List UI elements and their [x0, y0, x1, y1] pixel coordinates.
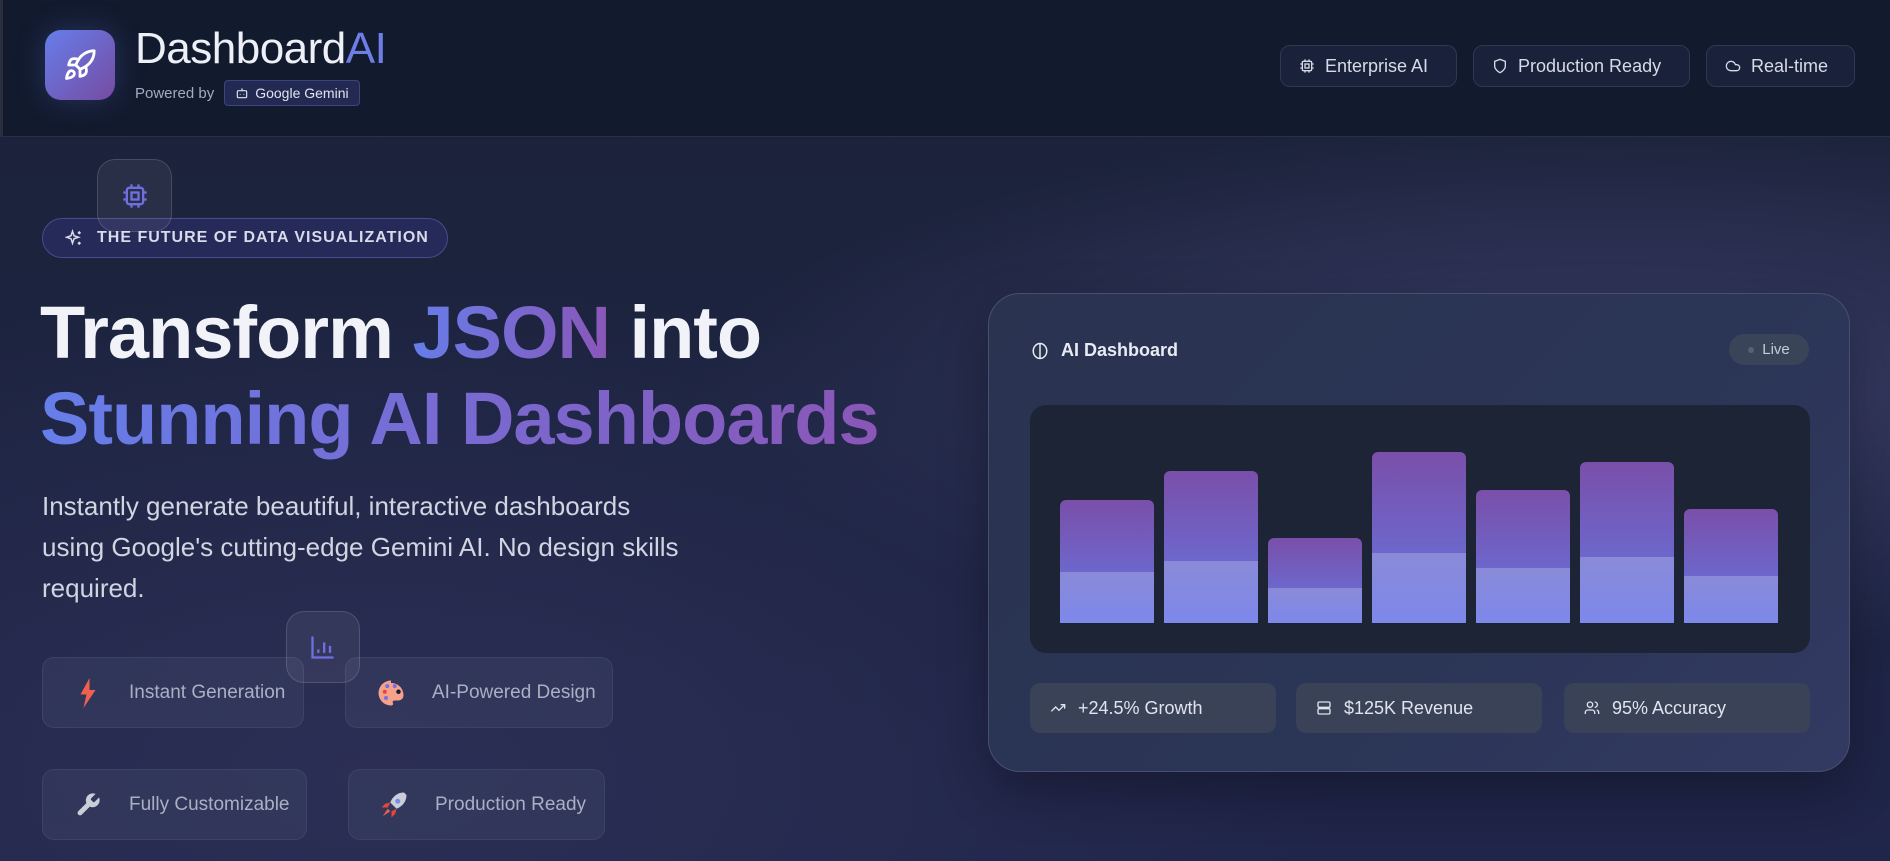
chart-bar-highlight: [1476, 568, 1570, 623]
stat-label: +24.5% Growth: [1078, 697, 1203, 718]
shield-icon: [1494, 58, 1506, 74]
stat-revenue: $125K Revenue: [1296, 683, 1542, 733]
chart-bar-highlight: [1372, 552, 1466, 623]
floating-chart-tile: [286, 611, 360, 683]
title-line-2: Stunning AI Dashboards: [40, 377, 880, 460]
floating-cpu-tile: [97, 159, 172, 232]
powered-by-label: Powered by: [135, 84, 215, 102]
logo[interactable]: [45, 30, 115, 100]
pill-label: Real-time: [1751, 55, 1829, 76]
provider-label: Google Gemini: [255, 85, 349, 101]
bar-chart-icon: [311, 636, 334, 659]
feature-label: Fully Customizable: [129, 793, 290, 815]
brand-accent: AI: [345, 24, 387, 73]
chart-bar: [1684, 509, 1778, 623]
stat-label: $125K Revenue: [1344, 697, 1474, 718]
rocket-icon: [379, 790, 409, 820]
title-word: Transform: [40, 291, 413, 374]
feature-ai-powered-design[interactable]: AI-Powered Design: [345, 657, 613, 728]
cpu-icon: [1300, 59, 1314, 73]
preview-title: AI Dashboard: [1061, 340, 1179, 360]
chart-bar: [1060, 499, 1154, 623]
header: DashboardAI Powered by Google Gemini Ent…: [0, 0, 1890, 137]
feature-instant-generation[interactable]: Instant Generation: [42, 657, 304, 728]
chart-bar: [1372, 452, 1466, 623]
feature-label: AI-Powered Design: [432, 681, 596, 703]
feature-label: Instant Generation: [129, 681, 286, 703]
provider-badge: Google Gemini: [224, 80, 360, 106]
hero-title: Transform JSON into Stunning AI Dashboar…: [40, 290, 880, 462]
pill-production-ready[interactable]: Production Ready: [1473, 45, 1690, 87]
badge-label: THE FUTURE OF DATA VISUALIZATION: [97, 229, 429, 246]
feature-fully-customizable[interactable]: Fully Customizable: [42, 769, 307, 840]
rocket-icon: [65, 49, 96, 80]
users-icon: [1584, 701, 1600, 714]
chart-bar: [1164, 471, 1258, 623]
feature-label: Production Ready: [435, 793, 587, 815]
cpu-icon: [122, 183, 147, 208]
lightning-icon: [73, 677, 103, 708]
title-word: into: [609, 291, 763, 374]
stat-accuracy: 95% Accuracy: [1564, 683, 1810, 733]
trending-up-icon: [1050, 704, 1066, 712]
stat-label: 95% Accuracy: [1612, 697, 1727, 718]
powered-by: Powered by Google Gemini: [135, 80, 360, 106]
chart-bar-highlight: [1060, 572, 1154, 623]
wrench-icon: [73, 791, 103, 819]
server-icon: [1317, 701, 1331, 715]
chart-bar-highlight: [1684, 576, 1778, 623]
chart-bar-highlight: [1580, 556, 1674, 623]
palette-icon: [376, 678, 406, 708]
bar-chart: [1030, 405, 1810, 653]
brand-main: Dashboard: [135, 24, 346, 73]
stat-growth: +24.5% Growth: [1030, 683, 1276, 733]
chart-bar: [1476, 490, 1570, 623]
chart-bar: [1580, 461, 1674, 623]
sparkles-icon: [65, 229, 81, 246]
dashboard-preview-card: AI Dashboard Live +24.5% Growth $125K Re…: [988, 293, 1850, 772]
pill-label: Enterprise AI: [1325, 55, 1429, 76]
live-badge: Live: [1729, 334, 1809, 365]
status-dot-icon: [1748, 346, 1755, 353]
chart-bar-highlight: [1164, 560, 1258, 623]
live-label: Live: [1762, 341, 1790, 358]
pill-label: Production Ready: [1518, 55, 1662, 76]
preview-header: AI Dashboard: [1031, 340, 1178, 361]
feature-production-ready[interactable]: Production Ready: [348, 769, 605, 840]
cloud-icon: [1725, 60, 1741, 72]
chart-bar-highlight: [1268, 587, 1362, 623]
title-accent: JSON: [412, 291, 611, 374]
pill-enterprise-ai[interactable]: Enterprise AI: [1280, 45, 1457, 87]
brand-title: DashboardAI: [135, 24, 387, 74]
pill-real-time[interactable]: Real-time: [1706, 45, 1855, 87]
chart-bar: [1268, 537, 1362, 623]
brain-icon: [1032, 342, 1048, 359]
bot-icon: [236, 88, 248, 99]
hero-description: Instantly generate beautiful, interactiv…: [42, 491, 679, 603]
